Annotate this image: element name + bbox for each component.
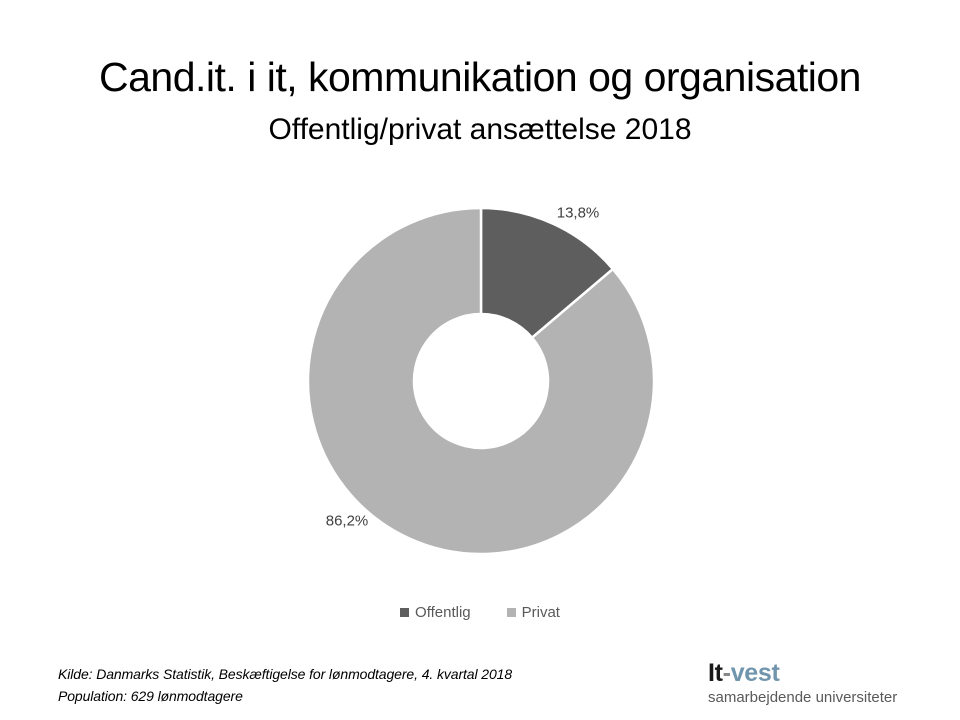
legend-label-offentlig: Offentlig <box>415 604 471 621</box>
itvest-logo-tagline: samarbejdende universiteter <box>708 689 898 706</box>
chart-legend: Offentlig Privat <box>0 604 960 621</box>
legend-item-privat: Privat <box>506 604 560 621</box>
legend-label-privat: Privat <box>521 604 560 621</box>
legend-item-offentlig: Offentlig <box>400 604 471 621</box>
itvest-logo-brand: It-vest <box>708 661 897 686</box>
itvest-logo: It-vest samarbejdende universiteter <box>708 661 898 707</box>
source-line-kilde: Kilde: Danmarks Statistik, Beskæftigelse… <box>58 666 513 682</box>
legend-swatch-offentlig-icon <box>400 608 410 617</box>
legend-swatch-privat-icon <box>506 608 516 617</box>
logo-brand-hyphen: - <box>722 659 731 687</box>
donut-slice-privat <box>306 206 656 556</box>
slide-subtitle: Offentlig/privat ansættelse 2018 <box>268 113 692 146</box>
logo-brand-prefix: It <box>708 659 723 687</box>
data-label-offentlig: 13,8% <box>556 204 600 222</box>
slide-title: Cand.it. i it, kommunikation og organisa… <box>99 54 861 100</box>
data-label-privat: 86,2% <box>325 512 369 530</box>
logo-brand-suffix: vest <box>730 659 780 687</box>
donut-slice-offentlig <box>479 206 615 340</box>
source-line-population: Population: 629 lønmodtagere <box>58 687 243 704</box>
source-note: Kilde: Danmarks Statistik, Beskæftigelse… <box>58 664 512 707</box>
